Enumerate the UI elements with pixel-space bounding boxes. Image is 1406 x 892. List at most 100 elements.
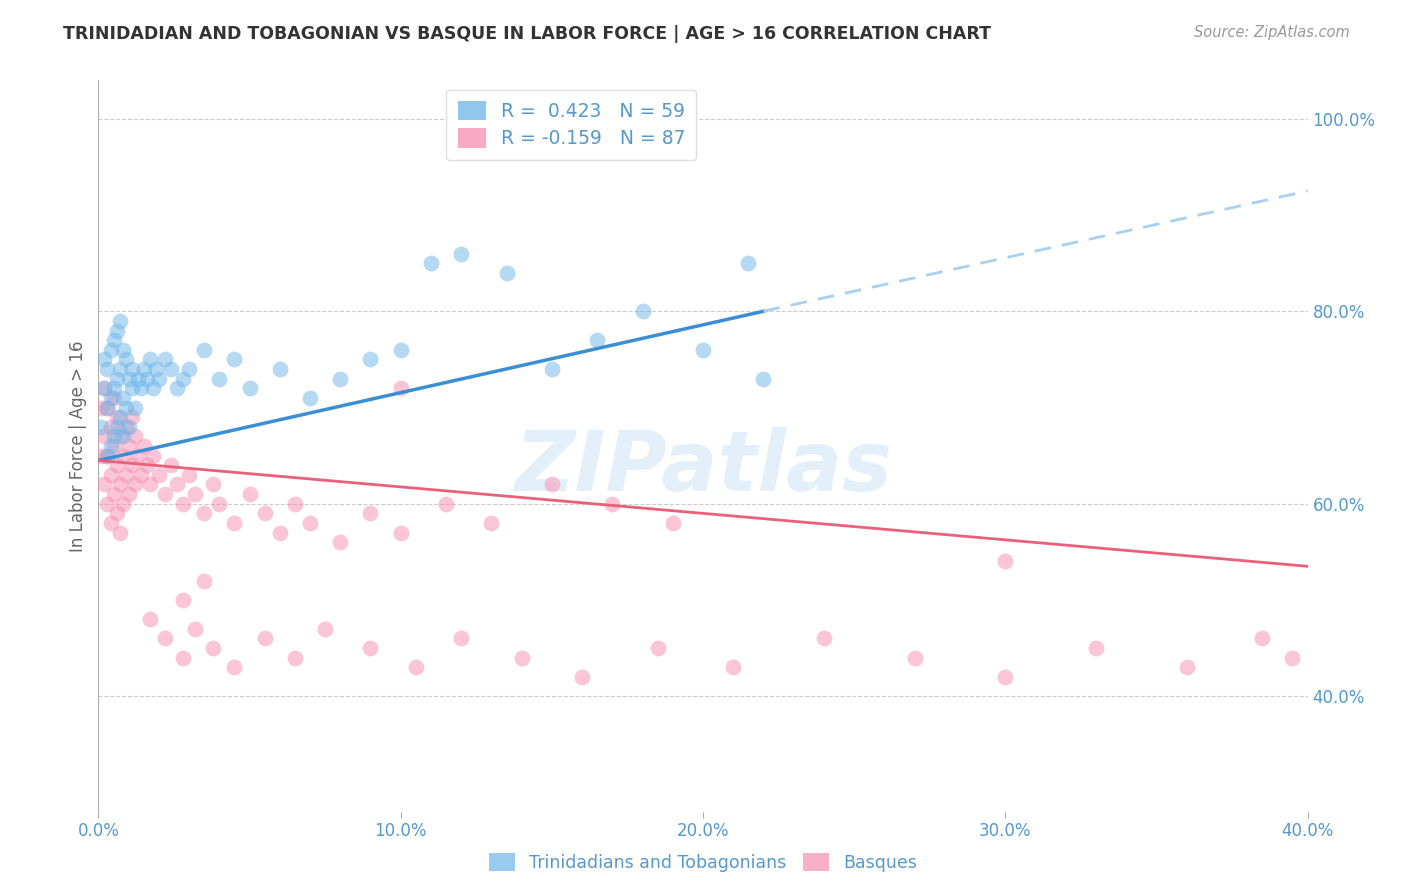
Point bbox=[124, 429, 146, 443]
Legend: Trinidadians and Tobagonians, Basques: Trinidadians and Tobagonians, Basques bbox=[482, 847, 924, 879]
Point bbox=[153, 487, 176, 501]
Point bbox=[172, 371, 194, 385]
Point bbox=[93, 352, 115, 367]
Point bbox=[103, 333, 125, 347]
Point bbox=[1281, 650, 1303, 665]
Point bbox=[108, 525, 131, 540]
Point bbox=[202, 641, 225, 656]
Point bbox=[450, 632, 472, 646]
Point bbox=[142, 449, 165, 463]
Point bbox=[166, 381, 188, 395]
Point bbox=[132, 439, 155, 453]
Point bbox=[114, 419, 136, 434]
Point bbox=[360, 507, 382, 521]
Point bbox=[148, 467, 170, 482]
Point bbox=[100, 516, 122, 530]
Point bbox=[224, 516, 246, 530]
Point bbox=[100, 467, 122, 482]
Point bbox=[540, 362, 562, 376]
Point bbox=[96, 401, 118, 415]
Point bbox=[405, 660, 427, 674]
Point bbox=[153, 632, 176, 646]
Point bbox=[208, 371, 231, 385]
Point bbox=[93, 381, 115, 395]
Point bbox=[179, 467, 201, 482]
Point bbox=[389, 343, 412, 357]
Point bbox=[329, 535, 352, 549]
Y-axis label: In Labor Force | Age > 16: In Labor Force | Age > 16 bbox=[69, 340, 87, 552]
Point bbox=[105, 419, 128, 434]
Point bbox=[100, 343, 122, 357]
Point bbox=[184, 622, 207, 636]
Point bbox=[100, 439, 122, 453]
Point bbox=[239, 487, 262, 501]
Point bbox=[172, 497, 194, 511]
Point bbox=[450, 246, 472, 260]
Point bbox=[224, 352, 246, 367]
Point bbox=[129, 381, 152, 395]
Point bbox=[108, 410, 131, 425]
Point bbox=[389, 525, 412, 540]
Legend: R =  0.423   N = 59, R = -0.159   N = 87: R = 0.423 N = 59, R = -0.159 N = 87 bbox=[446, 90, 696, 160]
Point bbox=[269, 525, 291, 540]
Point bbox=[420, 256, 443, 270]
Point bbox=[253, 507, 276, 521]
Point bbox=[314, 622, 336, 636]
Point bbox=[904, 650, 927, 665]
Point bbox=[93, 381, 115, 395]
Point bbox=[586, 333, 609, 347]
Point bbox=[96, 401, 118, 415]
Point bbox=[269, 362, 291, 376]
Point bbox=[114, 467, 136, 482]
Point bbox=[96, 449, 118, 463]
Point bbox=[103, 439, 125, 453]
Point bbox=[139, 612, 162, 626]
Point bbox=[108, 477, 131, 491]
Point bbox=[299, 516, 322, 530]
Point bbox=[737, 256, 759, 270]
Point bbox=[118, 487, 141, 501]
Point bbox=[481, 516, 503, 530]
Point bbox=[105, 458, 128, 473]
Point bbox=[360, 352, 382, 367]
Point bbox=[105, 507, 128, 521]
Point bbox=[208, 497, 231, 511]
Point bbox=[571, 670, 593, 684]
Point bbox=[103, 429, 125, 443]
Point bbox=[108, 314, 131, 328]
Point bbox=[1251, 632, 1274, 646]
Point bbox=[96, 362, 118, 376]
Point bbox=[139, 477, 162, 491]
Point bbox=[121, 381, 143, 395]
Point bbox=[692, 343, 714, 357]
Point bbox=[105, 410, 128, 425]
Point bbox=[752, 371, 775, 385]
Point bbox=[105, 324, 128, 338]
Point bbox=[114, 352, 136, 367]
Point bbox=[145, 362, 167, 376]
Text: Source: ZipAtlas.com: Source: ZipAtlas.com bbox=[1194, 25, 1350, 40]
Point bbox=[202, 477, 225, 491]
Point bbox=[160, 362, 183, 376]
Point bbox=[127, 449, 149, 463]
Point bbox=[108, 429, 131, 443]
Point bbox=[360, 641, 382, 656]
Point bbox=[121, 362, 143, 376]
Point bbox=[1085, 641, 1108, 656]
Point bbox=[813, 632, 835, 646]
Point bbox=[121, 458, 143, 473]
Point bbox=[124, 477, 146, 491]
Point bbox=[90, 401, 112, 415]
Point bbox=[224, 660, 246, 674]
Point bbox=[495, 266, 517, 280]
Point bbox=[540, 477, 562, 491]
Point bbox=[118, 419, 141, 434]
Point bbox=[114, 401, 136, 415]
Point bbox=[124, 401, 146, 415]
Point bbox=[139, 352, 162, 367]
Point bbox=[253, 632, 276, 646]
Point bbox=[129, 467, 152, 482]
Point bbox=[193, 343, 215, 357]
Point bbox=[121, 410, 143, 425]
Point bbox=[118, 439, 141, 453]
